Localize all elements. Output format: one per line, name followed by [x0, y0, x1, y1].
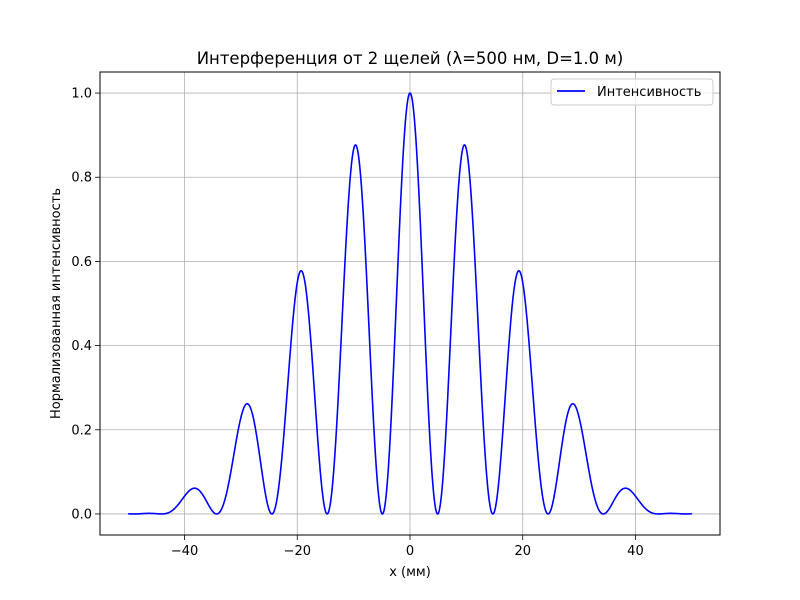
x-tick-label: 40 [627, 544, 644, 559]
series-layer [127, 92, 693, 515]
x-axis-label: x (мм) [389, 565, 431, 580]
y-tick-label: 0.4 [71, 339, 92, 354]
legend-box [550, 78, 714, 106]
legend: Интенсивность [550, 78, 714, 106]
chart-title: Интерференция от 2 щелей (λ=500 нм, D=1.… [197, 49, 624, 68]
x-tick-label: 20 [514, 544, 531, 559]
y-tick-label: 0.0 [71, 507, 92, 522]
y-tick-label: 0.6 [71, 255, 92, 270]
ticks: −40 −20 0 20 40 0.0 0.2 0.4 0.6 0.8 1.0 [71, 87, 643, 559]
y-tick-label: 0.8 [71, 171, 92, 186]
legend-label: Интенсивность [597, 85, 701, 100]
x-tick-label: 0 [406, 544, 414, 559]
x-tick-label: −20 [284, 544, 311, 559]
x-tick-label: −40 [171, 544, 198, 559]
series-line-intensity [127, 92, 693, 515]
y-tick-label: 0.2 [71, 423, 92, 438]
y-axis-label: Нормализованная интенсивность [49, 188, 64, 419]
y-tick-label: 1.0 [71, 87, 92, 102]
